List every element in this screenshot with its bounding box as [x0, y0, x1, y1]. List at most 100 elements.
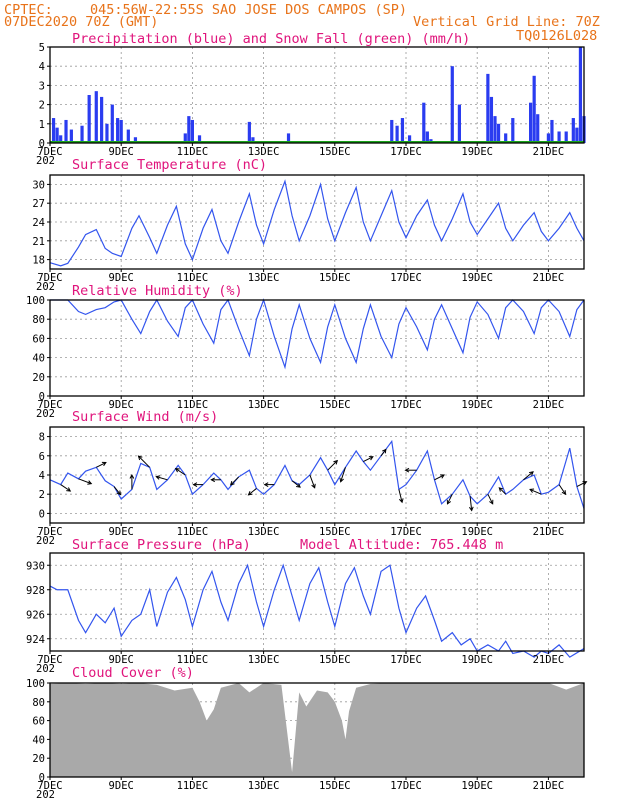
header-model: TQ0126L028	[516, 28, 597, 44]
pressure-year-stub: 202	[36, 663, 55, 675]
precip-year-stub: 202	[36, 155, 55, 167]
pressure-xtick-label: 15DEC	[319, 654, 351, 666]
humidity-xtick-label: 19DEC	[461, 399, 493, 411]
wind-arrow-head	[404, 467, 410, 473]
wind-arrow	[156, 476, 168, 481]
pressure-xtick-label: 7DEC	[37, 654, 62, 666]
pressure-xtick-label: 17DEC	[390, 654, 422, 666]
precip-xtick-label: 19DEC	[461, 146, 493, 158]
header-grid-note: Vertical Grid Line: 70Z	[413, 14, 600, 30]
humidity-ytick-label: 40	[32, 353, 45, 365]
temperature-panel: Surface Temperature (nC) 18 21 24 27 30 7DEC 9D…	[32, 157, 585, 293]
precip-bar	[390, 119, 394, 143]
cloud-cover-area	[50, 683, 584, 777]
wind-ytick-label: 0	[39, 508, 45, 520]
cloud-ytick-label: 40	[32, 734, 45, 746]
wind-arrow-head	[561, 490, 567, 496]
precip-ytick-label: 1	[39, 119, 45, 131]
header-source: CPTEC:	[4, 2, 53, 18]
precip-bar	[564, 131, 568, 143]
humidity-xtick-label: 13DEC	[248, 399, 280, 411]
pressure-xtick-label: 9DEC	[109, 654, 134, 666]
pressure-panel: Surface Pressure (hPa) Model Altitude: 76…	[26, 537, 585, 675]
temperature-ytick-label: 18	[32, 255, 45, 267]
precip-xtick-label: 21DEC	[533, 146, 565, 158]
wind-arrow	[558, 484, 566, 495]
precip-ytick-label: 2	[39, 100, 45, 112]
wind-arrow-head	[529, 471, 534, 476]
precip-bar	[87, 95, 91, 143]
humidity-line	[50, 298, 585, 370]
precip-ytick-label: 3	[39, 80, 45, 92]
wind-arrow	[529, 488, 542, 495]
cloud-xtick-label: 17DEC	[390, 780, 422, 792]
precip-bar	[578, 47, 583, 143]
precip-ytick-label: 4	[39, 61, 45, 73]
wind-ytick-label: 2	[39, 489, 45, 501]
wind-arrow	[230, 476, 240, 486]
wind-arrow	[78, 478, 92, 485]
precip-bar	[557, 131, 561, 143]
wind-arrow-head	[529, 488, 535, 493]
precip-bar	[489, 96, 494, 143]
humidity-xtick-label: 7DEC	[37, 399, 62, 411]
precip-bar	[69, 129, 73, 143]
precip-bar	[105, 123, 109, 143]
wind-panel: Surface Wind (m/s) 0 2 4 6 8 7DEC 9DEC 11DEC 13DE…	[36, 409, 588, 547]
wind-xtick-label: 19DEC	[461, 526, 493, 538]
precip-frame	[49, 46, 585, 144]
wind-arrow-head	[440, 474, 446, 479]
precip-bar	[51, 118, 56, 143]
wind-arrow-head	[247, 490, 253, 496]
precip-bar	[422, 102, 426, 143]
wind-arrow-head	[155, 475, 161, 480]
temperature-xtick-label: 21DEC	[533, 272, 565, 284]
pressure-ytick-label: 926	[26, 609, 45, 621]
precip-bar	[119, 119, 123, 143]
humidity-ytick-label: 60	[32, 333, 45, 345]
humidity-xtick-label: 9DEC	[109, 399, 134, 411]
temperature-xtick-label: 15DEC	[319, 272, 351, 284]
humidity-xtick-label: 11DEC	[177, 399, 209, 411]
wind-arrow	[434, 474, 445, 481]
cloud-xtick-label: 7DEC	[37, 780, 62, 792]
precip-bar	[187, 116, 191, 143]
wind-arrow-head	[368, 456, 374, 461]
precip-bar	[575, 127, 579, 143]
precip-bar	[496, 123, 501, 143]
wind-xtick-label: 9DEC	[109, 526, 134, 538]
precip-bar	[571, 118, 575, 143]
humidity-ytick-label: 0	[39, 391, 45, 403]
precip-bar	[450, 66, 454, 143]
wind-arrow-head	[101, 461, 107, 467]
wind-xtick-label: 15DEC	[319, 526, 351, 538]
wind-arrow-head	[333, 459, 339, 465]
temperature-xtick-label: 11DEC	[177, 272, 209, 284]
header-run: 07DEC2020 70Z (GMT)	[4, 14, 158, 30]
cloud-year-stub: 202	[36, 789, 55, 800]
wind-arrow-head	[129, 473, 135, 479]
wind-arrow	[340, 467, 346, 482]
cloud-ytick-label: 0	[39, 772, 45, 784]
precip-bar	[59, 135, 63, 143]
wind-arrow-head	[263, 482, 269, 487]
precip-bar	[116, 118, 120, 143]
cloud-xtick-label: 21DEC	[533, 780, 565, 792]
temperature-year-stub: 202	[36, 281, 55, 293]
wind-arrow-head	[116, 490, 122, 496]
humidity-ytick-label: 80	[32, 314, 45, 326]
cloud-ytick-label: 80	[32, 697, 45, 709]
wind-arrow-head	[87, 480, 93, 485]
precip-xtick-label: 7DEC	[37, 146, 62, 158]
wind-arrow	[487, 493, 494, 505]
wind-ytick-label: 6	[39, 451, 45, 463]
precip-ytick-label: 5	[39, 42, 45, 54]
precip-bar	[94, 91, 98, 143]
precip-bar	[197, 135, 202, 143]
humidity-ytick-label: 20	[32, 372, 45, 384]
cloud-ytick-label: 20	[32, 753, 45, 765]
temperature-xtick-label: 19DEC	[461, 272, 493, 284]
panels: Precipitation (blue) and Snow Fall (gree…	[26, 31, 588, 800]
cloud-frame	[49, 682, 585, 778]
precip-bar	[55, 127, 59, 143]
